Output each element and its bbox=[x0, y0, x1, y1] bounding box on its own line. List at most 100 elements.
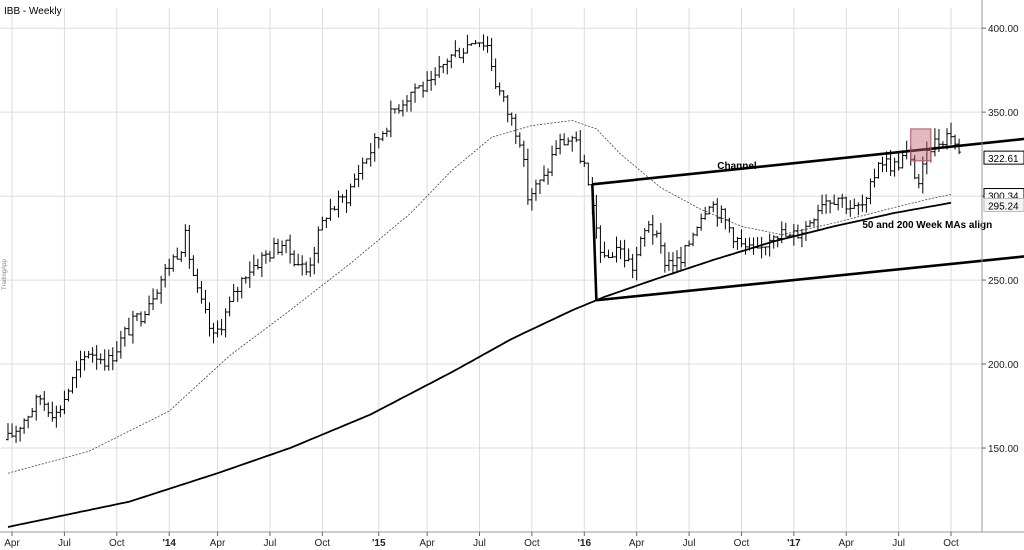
ohlc-bar bbox=[550, 145, 555, 177]
ohlc-bar bbox=[151, 288, 156, 311]
ohlc-bar bbox=[618, 240, 623, 259]
ohlc-bar bbox=[840, 193, 845, 208]
ohlc-bar bbox=[143, 311, 148, 324]
ohlc-bar bbox=[384, 127, 389, 137]
time-tick-label: Apr bbox=[629, 538, 645, 549]
ohlc-bar bbox=[421, 81, 426, 98]
ohlc-bar bbox=[30, 408, 35, 418]
ohlc-bar bbox=[856, 202, 861, 216]
ohlc-bar bbox=[296, 253, 301, 266]
ohlc-bar bbox=[658, 222, 663, 254]
ohlc-bar bbox=[10, 423, 15, 438]
ohlc-bar bbox=[163, 263, 168, 288]
ohlc-bar bbox=[779, 221, 784, 244]
time-tick-label: Apr bbox=[419, 538, 435, 549]
channel-upper-line bbox=[592, 137, 1024, 186]
ohlc-bar bbox=[703, 206, 708, 220]
ohlc-bar bbox=[533, 179, 538, 201]
ohlc-bar bbox=[683, 244, 688, 268]
price-tick-label: 400.00 bbox=[988, 24, 1019, 35]
ohlc-bar bbox=[288, 234, 293, 264]
price-badge-label: 322.61 bbox=[988, 154, 1019, 165]
ohlc-bar bbox=[832, 194, 837, 205]
ohlc-bar bbox=[767, 233, 772, 257]
ohlc-bar bbox=[799, 228, 804, 248]
ohlc-bar bbox=[872, 168, 877, 188]
ohlc-bar bbox=[771, 235, 776, 249]
ohlc-bar bbox=[920, 156, 925, 194]
chart-title: IBB - Weekly bbox=[4, 6, 62, 17]
ohlc-bar bbox=[179, 251, 184, 262]
ohlc-bar bbox=[505, 95, 510, 123]
ohlc-bar bbox=[489, 37, 494, 72]
time-tick-label: Apr bbox=[4, 538, 20, 549]
ohlc-bar bbox=[848, 200, 853, 217]
ohlc-bar bbox=[654, 230, 659, 238]
ohlc-bar bbox=[267, 250, 272, 263]
ohlc-bar bbox=[376, 137, 381, 149]
ohlc-bar bbox=[457, 47, 462, 59]
ohlc-bar bbox=[336, 190, 341, 218]
ohlc-bar bbox=[429, 70, 434, 91]
ohlc-bar bbox=[122, 326, 127, 347]
ohlc-bar bbox=[481, 34, 486, 51]
ohlc-bar bbox=[300, 255, 305, 276]
ohlc-bar bbox=[50, 401, 55, 422]
ohlc-bar bbox=[888, 149, 893, 176]
price-tick-label: 150.00 bbox=[988, 444, 1019, 455]
ohlc-bar bbox=[22, 418, 27, 434]
ohlc-bar bbox=[243, 276, 248, 284]
ohlc-bar bbox=[828, 199, 833, 214]
ohlc-bar bbox=[130, 310, 135, 344]
price-badge-label: 295.24 bbox=[988, 202, 1019, 213]
ohlc-bar bbox=[594, 194, 599, 239]
ohlc-bar bbox=[352, 173, 357, 188]
ohlc-bar bbox=[670, 252, 675, 274]
ohlc-bar bbox=[90, 347, 95, 363]
ohlc-bar bbox=[812, 218, 816, 227]
ohlc-bar bbox=[191, 255, 196, 277]
ohlc-bar bbox=[102, 349, 107, 371]
ohlc-bar bbox=[795, 224, 800, 239]
ohlc-bar bbox=[392, 108, 397, 114]
ohlc-bar bbox=[372, 133, 377, 162]
time-tick-label: '17 bbox=[787, 538, 801, 549]
channel-label: Channel bbox=[717, 161, 757, 172]
ohlc-bar bbox=[546, 168, 551, 185]
ohlc-bar bbox=[602, 241, 607, 258]
ohlc-bar bbox=[751, 237, 756, 255]
ohlc-bar bbox=[642, 227, 647, 247]
ohlc-bar bbox=[98, 353, 103, 365]
ohlc-bar bbox=[207, 302, 212, 337]
ohlc-bar bbox=[332, 205, 337, 211]
price-tick-label: 250.00 bbox=[988, 276, 1019, 287]
ohlc-bar bbox=[473, 39, 478, 45]
ohlc-bar bbox=[38, 394, 43, 406]
time-tick-label: Jul bbox=[473, 538, 486, 549]
price-tick-label: 200.00 bbox=[988, 360, 1019, 371]
ohlc-bar bbox=[566, 137, 571, 146]
ohlc-bar bbox=[263, 250, 268, 264]
ohlc-bar bbox=[231, 284, 236, 303]
time-tick-label: Oct bbox=[524, 538, 540, 549]
ohlc-bar bbox=[271, 237, 276, 259]
time-tick-label: '16 bbox=[578, 538, 592, 549]
ohlc-bar bbox=[114, 341, 119, 362]
ohlc-bar bbox=[284, 239, 289, 254]
ohlc-bar bbox=[501, 90, 506, 102]
ohlc-bar bbox=[860, 194, 865, 212]
ohlc-bar bbox=[199, 280, 204, 304]
ohlc-bar bbox=[195, 268, 200, 293]
ohlc-bar bbox=[803, 221, 808, 242]
ohlc-bar bbox=[183, 224, 188, 257]
ohlc-bar bbox=[34, 394, 39, 421]
ohlc-bar bbox=[255, 258, 260, 270]
ohlc-bar bbox=[276, 238, 281, 255]
ohlc-bar bbox=[312, 246, 317, 275]
gridlines bbox=[0, 8, 982, 532]
ohlc-bar bbox=[912, 154, 917, 180]
ohlc-bar bbox=[844, 196, 849, 215]
ohlc-bar bbox=[541, 165, 546, 183]
ohlc-bar bbox=[513, 113, 518, 144]
time-tick-label: Jul bbox=[683, 538, 696, 549]
